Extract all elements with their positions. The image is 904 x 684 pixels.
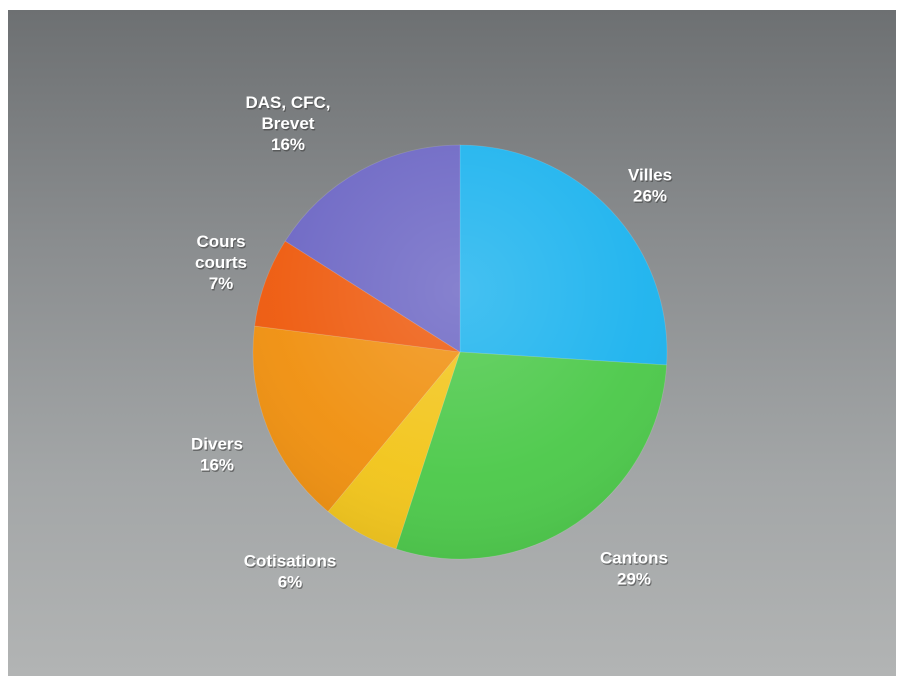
slice-percent-villes: 26% (633, 187, 667, 206)
slice-percent-divers: 16% (200, 456, 234, 475)
slice-name-shadow-divers: Divers (192, 436, 244, 455)
slice-percent-shadow-cantons: 29% (618, 571, 652, 590)
slice-name-divers: Divers (191, 435, 243, 454)
slice-name-shadow-cours-courts: courts (196, 255, 248, 274)
slice-name-shadow-villes: Villes (629, 167, 673, 186)
pie-chart: VillesVilles26%26%CantonsCantons29%29%Co… (191, 93, 673, 593)
slice-percent-cantons: 29% (617, 570, 651, 589)
slice-name-cotisations: Cotisations (244, 552, 337, 571)
slice-name-shadow-das-cfc-brevet: Brevet (263, 116, 316, 135)
slice-percent-shadow-das-cfc-brevet: 16% (272, 137, 306, 156)
slice-percent-shadow-divers: 16% (201, 457, 235, 476)
slice-percent-shadow-villes: 26% (634, 188, 668, 207)
slice-percent-cotisations: 6% (278, 573, 303, 592)
slice-name-cantons: Cantons (600, 549, 668, 568)
slice-name-shadow-das-cfc-brevet: DAS, CFC, (247, 95, 332, 114)
pie-slices (252, 144, 668, 560)
slice-name-villes: Villes (628, 166, 672, 185)
slice-name-das-cfc-brevet: Brevet (262, 114, 315, 133)
slice-name-shadow-cotisations: Cotisations (245, 553, 338, 572)
slice-percent-das-cfc-brevet: 16% (271, 135, 305, 154)
slice-percent-shadow-cours-courts: 7% (210, 276, 235, 295)
slide-background: Villes Villes 26% 26% Cantons Cantons 29% 29% Co… (8, 10, 896, 676)
slice-name-cours-courts: Cours (196, 232, 245, 251)
slice-percent-shadow-cotisations: 6% (279, 574, 304, 593)
pie-labels: VillesVilles26%26%CantonsCantons29%29%Co… (191, 93, 673, 593)
slice-name-cours-courts: courts (195, 253, 247, 272)
slice-percent-cours-courts: 7% (209, 274, 234, 293)
slice-name-shadow-cours-courts: Cours (197, 234, 246, 253)
slice-name-shadow-cantons: Cantons (601, 550, 669, 569)
slice-name-das-cfc-brevet: DAS, CFC, (246, 93, 331, 112)
